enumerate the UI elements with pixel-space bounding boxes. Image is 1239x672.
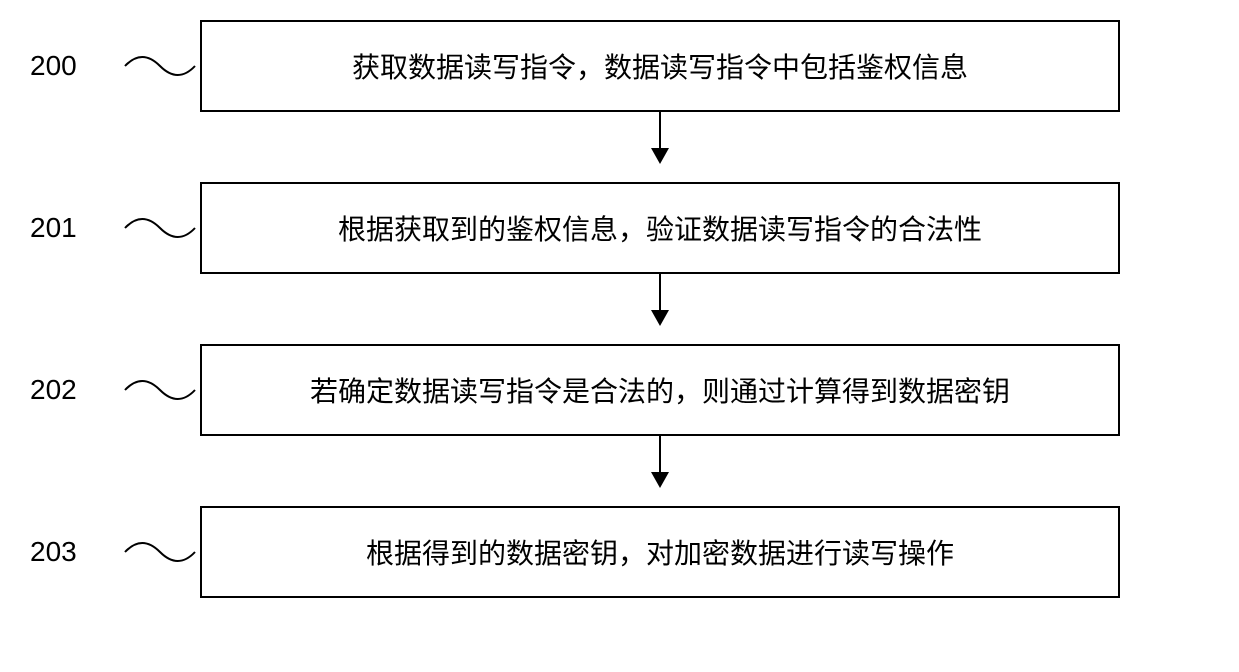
step-box-1: 根据获取到的鉴权信息，验证数据读写指令的合法性 bbox=[200, 182, 1120, 274]
step-label-0: 200 bbox=[0, 50, 120, 82]
step-box-2: 若确定数据读写指令是合法的，则通过计算得到数据密钥 bbox=[200, 344, 1120, 436]
arrow-icon bbox=[659, 436, 661, 486]
step-label-2: 202 bbox=[0, 374, 120, 406]
step-id-1: 201 bbox=[30, 212, 77, 244]
step-box-3: 根据得到的数据密钥，对加密数据进行读写操作 bbox=[200, 506, 1120, 598]
arrow-icon bbox=[659, 112, 661, 162]
wave-connector-0 bbox=[120, 46, 200, 86]
arrow-1-2 bbox=[200, 274, 1120, 344]
step-label-3: 203 bbox=[0, 536, 120, 568]
wave-connector-3 bbox=[120, 532, 200, 572]
wave-connector-2 bbox=[120, 370, 200, 410]
step-text-1: 根据获取到的鉴权信息，验证数据读写指令的合法性 bbox=[338, 208, 982, 248]
step-text-2: 若确定数据读写指令是合法的，则通过计算得到数据密钥 bbox=[310, 370, 1010, 410]
flowchart-container: 200 获取数据读写指令，数据读写指令中包括鉴权信息 201 根据获取到的鉴权信… bbox=[0, 20, 1239, 598]
step-row-0: 200 获取数据读写指令，数据读写指令中包括鉴权信息 bbox=[0, 20, 1239, 112]
step-id-3: 203 bbox=[30, 536, 77, 568]
step-id-0: 200 bbox=[30, 50, 77, 82]
step-row-1: 201 根据获取到的鉴权信息，验证数据读写指令的合法性 bbox=[0, 182, 1239, 274]
arrow-icon bbox=[659, 274, 661, 324]
step-label-1: 201 bbox=[0, 212, 120, 244]
step-box-0: 获取数据读写指令，数据读写指令中包括鉴权信息 bbox=[200, 20, 1120, 112]
wave-connector-1 bbox=[120, 208, 200, 248]
step-row-3: 203 根据得到的数据密钥，对加密数据进行读写操作 bbox=[0, 506, 1239, 598]
step-text-0: 获取数据读写指令，数据读写指令中包括鉴权信息 bbox=[352, 46, 968, 86]
arrow-2-3 bbox=[200, 436, 1120, 506]
step-text-3: 根据得到的数据密钥，对加密数据进行读写操作 bbox=[366, 532, 954, 572]
step-id-2: 202 bbox=[30, 374, 77, 406]
step-row-2: 202 若确定数据读写指令是合法的，则通过计算得到数据密钥 bbox=[0, 344, 1239, 436]
arrow-0-1 bbox=[200, 112, 1120, 182]
